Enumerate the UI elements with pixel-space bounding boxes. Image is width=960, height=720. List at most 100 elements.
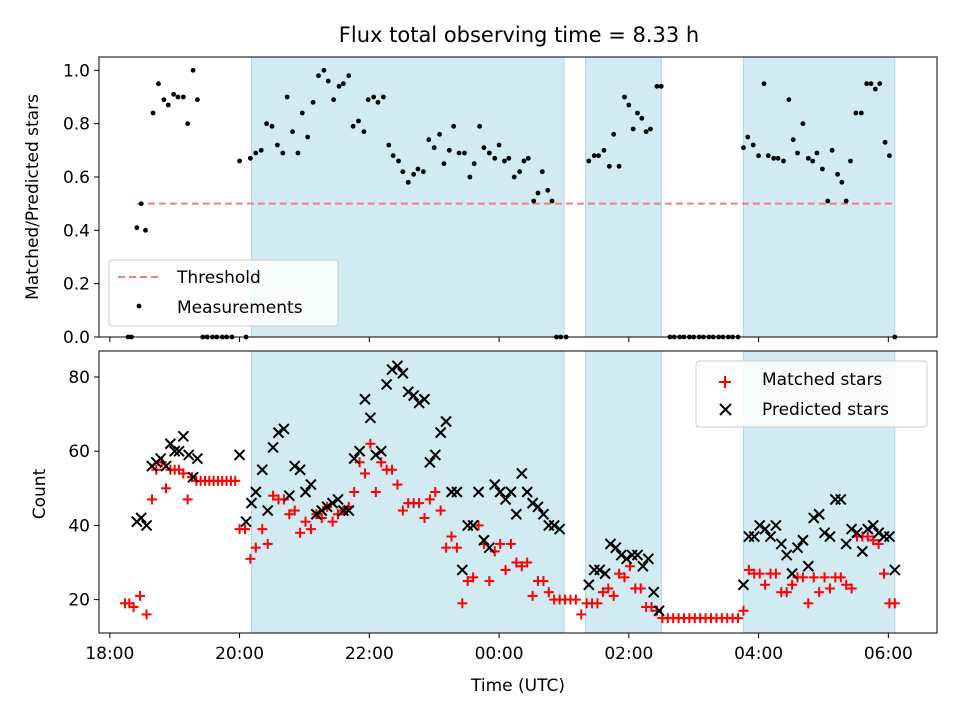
matched-star-point	[603, 583, 614, 594]
matched-stars-points	[119, 438, 900, 624]
matched-star-point	[841, 579, 852, 590]
predicted-star-point	[499, 493, 512, 506]
matched-star-point	[495, 538, 506, 549]
bottom-panel: 20 40 60 80 18:00 20:00 22:00 00:00 02:00 04:00 0…	[30, 350, 938, 696]
bottom-axes-frame	[98, 350, 938, 634]
measurement-point	[175, 94, 181, 100]
predicted-star-point	[456, 564, 469, 576]
predicted-star-point	[451, 486, 463, 498]
predicted-star-point	[353, 445, 366, 457]
measurement-point	[858, 110, 864, 116]
matched-star-point	[803, 598, 814, 609]
measurement-point	[426, 137, 432, 143]
measurement-point	[626, 102, 632, 108]
measurement-point	[606, 163, 612, 169]
predicted-star-point	[620, 553, 633, 565]
measurement-point	[531, 198, 537, 204]
measurement-point	[161, 97, 167, 103]
predicted-star-point	[615, 549, 627, 561]
measurement-point	[877, 81, 883, 87]
measurement-point	[150, 110, 156, 116]
matched-star-point	[178, 468, 189, 479]
measurement-point	[237, 158, 242, 164]
measurement-point	[361, 129, 367, 135]
predicted-star-point	[424, 456, 436, 469]
x-tick-label: 18:00	[85, 644, 134, 664]
measurement-point	[549, 198, 555, 204]
matched-star-point	[128, 602, 139, 613]
bottom-y-ticks: 20 40 60 80	[68, 368, 99, 611]
measurement-points	[125, 67, 898, 340]
measurement-point	[745, 134, 751, 140]
matched-star-point	[354, 457, 365, 468]
measurement-point	[467, 174, 473, 180]
matched-star-point	[250, 542, 261, 553]
measurement-point	[138, 201, 144, 207]
x-tick-label: 06:00	[864, 644, 913, 664]
measurement-point	[310, 99, 316, 105]
matched-star-point	[435, 505, 446, 516]
predicted-star-point	[440, 415, 452, 428]
measurement-point	[325, 78, 331, 84]
measurement-point	[496, 142, 502, 148]
matched-star-point	[446, 531, 457, 542]
legend-predicted-label: Predicted stars	[762, 400, 889, 420]
matched-star-point	[538, 576, 549, 587]
matched-star-point	[819, 572, 830, 583]
predicted-star-point	[889, 564, 901, 576]
matched-star-point	[419, 512, 430, 523]
predicted-star-point	[343, 504, 355, 517]
measurement-point	[853, 110, 859, 116]
predicted-star-point	[808, 512, 820, 524]
predicted-star-point	[516, 467, 528, 480]
predicted-star-point	[375, 445, 387, 457]
measurement-point	[786, 97, 792, 103]
measurement-point	[299, 110, 305, 116]
predicted-star-point	[364, 412, 377, 424]
matched-star-point	[146, 494, 157, 505]
predicted-star-point	[240, 515, 252, 528]
measurement-point	[420, 169, 426, 175]
legend-threshold-label: Threshold	[176, 268, 261, 288]
figure-title: Flux total observing time = 8.33 h	[339, 23, 699, 47]
measurement-point	[305, 134, 311, 140]
predicted-star-point	[862, 523, 874, 535]
measurement-point	[630, 126, 636, 132]
measurement-point	[586, 158, 592, 164]
predicted-star-point	[305, 478, 317, 491]
matched-star-point	[284, 509, 295, 520]
measurement-point	[654, 83, 660, 89]
shaded-interval-3	[742, 56, 896, 338]
x-tick-label: 22:00	[345, 644, 394, 664]
predicted-star-point	[872, 527, 885, 539]
measurement-point	[835, 171, 840, 177]
predicted-star-point	[135, 512, 147, 524]
measurement-point	[451, 123, 457, 129]
legend-measurements-label: Measurements	[177, 298, 303, 318]
measurement-point	[380, 94, 386, 100]
predicted-star-point	[753, 519, 766, 532]
predicted-star-point	[770, 519, 782, 532]
y-tick-label: 0.2	[63, 275, 90, 295]
measurement-point	[843, 198, 849, 204]
measurement-point	[781, 158, 786, 164]
measurement-point	[275, 142, 280, 148]
measurement-point	[321, 67, 327, 73]
matched-star-point	[305, 524, 316, 535]
predicted-star-point	[537, 508, 550, 520]
predicted-star-point	[326, 497, 339, 509]
matched-star-point	[397, 505, 408, 516]
measurement-point	[800, 121, 806, 127]
legend-matched-label: Matched stars	[762, 370, 882, 390]
measurement-point	[365, 97, 371, 103]
matched-star-point	[770, 568, 781, 579]
predicted-star-point	[802, 560, 815, 572]
matched-star-point	[489, 546, 500, 557]
measurement-point	[253, 150, 259, 156]
matched-star-point	[505, 538, 516, 549]
bottom-legend-box	[695, 360, 928, 428]
measurement-point	[165, 102, 171, 108]
matched-star-point	[824, 583, 835, 594]
predicted-star-point	[261, 504, 274, 517]
measurement-point	[639, 115, 645, 121]
